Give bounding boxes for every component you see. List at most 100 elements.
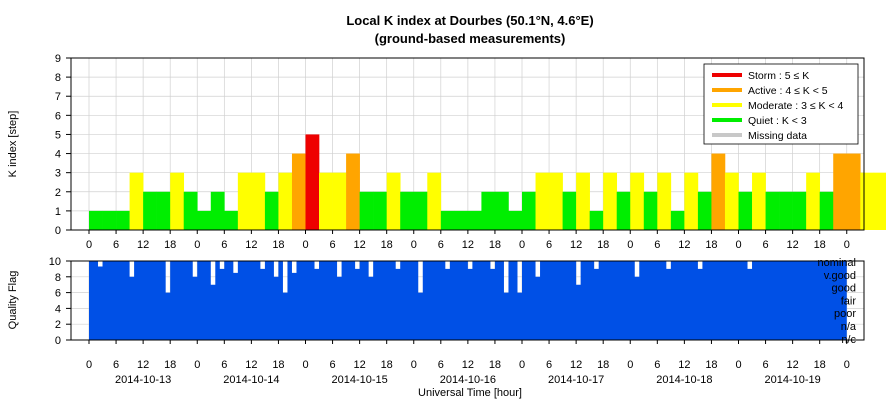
kindex-bar: [535, 172, 550, 230]
kindex-bar: [170, 172, 185, 230]
quality-y-tick-label: 2: [55, 319, 61, 331]
quality-hour-ticks: 0 6 12 18 0 6 12 18 0 6 12 18 0 6 12 18 0 6 12 18 0 6 12 18 0 6 12…: [86, 340, 850, 371]
kindex-bar: [508, 210, 523, 230]
kindex-bar: [522, 191, 536, 230]
kindex-bar: [711, 153, 726, 230]
quality-flag-label: nominal: [817, 257, 856, 269]
legend-label: Missing data: [748, 130, 807, 142]
quality-x-tick-label: 12: [137, 359, 149, 371]
kindex-x-tick-label: 0: [735, 239, 741, 251]
quality-y-tick-label: 0: [55, 335, 61, 347]
kindex-bar: [210, 191, 225, 230]
quality-x-tick-label: 0: [844, 359, 850, 371]
kindex-bar: [251, 172, 266, 230]
quality-y-label: Quality Flag: [7, 271, 19, 330]
kindex-bar: [102, 210, 117, 230]
kindex-bar: [738, 191, 753, 230]
kindex-y-tick-label: 3: [55, 168, 61, 180]
kindex-x-tick-label: 18: [705, 239, 717, 251]
quality-y-tick-label: 10: [49, 256, 61, 268]
kindex-y-tick-label: 7: [55, 91, 61, 103]
quality-x-tick-label: 0: [411, 359, 417, 371]
kindex-x-tick-label: 18: [381, 239, 393, 251]
kindex-bar: [670, 210, 685, 230]
kindex-x-tick-label: 12: [570, 239, 582, 251]
kindex-x-tick-label: 12: [787, 239, 799, 251]
kindex-bar: [346, 153, 360, 230]
quality-x-tick-label: 6: [546, 359, 552, 371]
kindex-x-tick-label: 18: [272, 239, 284, 251]
date-label: 2014-10-18: [656, 374, 712, 386]
kindex-bar: [603, 172, 618, 230]
kindex-bar: [156, 191, 171, 230]
legend-items: Storm : 5 ≤ K Active : 4 ≤ K < 5 Moderate …: [712, 70, 844, 142]
kindex-bar: [454, 210, 469, 230]
quality-x-tick-label: 12: [245, 359, 257, 371]
kindex-bar: [359, 191, 374, 230]
quality-x-tick-label: 18: [164, 359, 176, 371]
quality-y-ticks: 0 2 4 6 8 10: [49, 256, 71, 347]
kindex-bar: [616, 191, 631, 230]
kindex-bar: [752, 172, 766, 230]
chart-title: Local K index at Dourbes (50.1°N, 4.6°E): [346, 13, 593, 28]
kindex-x-tick-label: 18: [814, 239, 826, 251]
quality-x-tick-label: 18: [489, 359, 501, 371]
quality-flag-label: fair: [841, 295, 857, 307]
date-label: 2014-10-16: [440, 374, 496, 386]
date-label: 2014-10-17: [548, 374, 604, 386]
quality-x-tick-label: 12: [570, 359, 582, 371]
x-axis-label: Universal Time [hour]: [418, 387, 522, 399]
kindex-bar: [386, 172, 401, 230]
quality-x-tick-label: 18: [814, 359, 826, 371]
kindex-bar: [562, 191, 577, 230]
kindex-bar: [697, 191, 712, 230]
kindex-bar: [197, 210, 212, 230]
kindex-x-tick-label: 6: [546, 239, 552, 251]
kindex-y-ticks: 0 1 2 3 4 5 6 7 8 9: [55, 53, 71, 237]
quality-x-tick-label: 0: [627, 359, 633, 371]
date-label: 2014-10-19: [764, 374, 820, 386]
quality-x-tick-label: 18: [705, 359, 717, 371]
kindex-bar: [427, 172, 442, 230]
kindex-x-tick-label: 6: [330, 239, 336, 251]
kindex-bar: [846, 153, 861, 230]
kindex-x-tick-label: 6: [763, 239, 769, 251]
kindex-y-tick-label: 0: [55, 225, 61, 237]
quality-flag-label: good: [832, 283, 856, 295]
legend: Storm : 5 ≤ K Active : 4 ≤ K < 5 Moderate …: [703, 63, 859, 145]
kindex-x-tick-label: 12: [678, 239, 690, 251]
kindex-bar: [129, 172, 144, 230]
kindex-bar: [237, 172, 252, 230]
kindex-bar: [806, 172, 820, 230]
kindex-bar: [481, 191, 496, 230]
quality-y-tick-label: 8: [55, 272, 61, 284]
kindex-bar: [765, 191, 780, 230]
legend-label: Active : 4 ≤ K < 5: [748, 85, 828, 97]
kindex-x-tick-label: 6: [113, 239, 119, 251]
legend-label: Moderate : 3 ≤ K < 4: [748, 100, 844, 112]
kindex-bar: [413, 191, 428, 230]
quality-x-tick-label: 0: [302, 359, 308, 371]
kindex-x-tick-label: 18: [597, 239, 609, 251]
quality-x-tick-label: 18: [272, 359, 284, 371]
quality-fill: [89, 261, 847, 340]
kindex-bar: [332, 172, 347, 230]
quality-x-tick-label: 0: [519, 359, 525, 371]
kindex-x-tick-label: 0: [411, 239, 417, 251]
kindex-y-tick-label: 9: [55, 53, 61, 65]
kindex-x-tick-label: 6: [438, 239, 444, 251]
quality-x-tick-label: 0: [86, 359, 92, 371]
quality-y-tick-label: 4: [55, 303, 61, 315]
kindex-x-tick-label: 0: [302, 239, 308, 251]
kindex-bar: [264, 191, 279, 230]
kindex-x-tick-label: 0: [627, 239, 633, 251]
quality-x-tick-label: 6: [763, 359, 769, 371]
quality-x-tick-label: 18: [381, 359, 393, 371]
kindex-bar: [779, 191, 793, 230]
kindex-x-tick-label: 12: [462, 239, 474, 251]
kindex-bar: [724, 172, 739, 230]
kindex-bar: [440, 210, 455, 230]
kindex-y-tick-label: 8: [55, 72, 61, 84]
quality-x-tick-label: 0: [194, 359, 200, 371]
